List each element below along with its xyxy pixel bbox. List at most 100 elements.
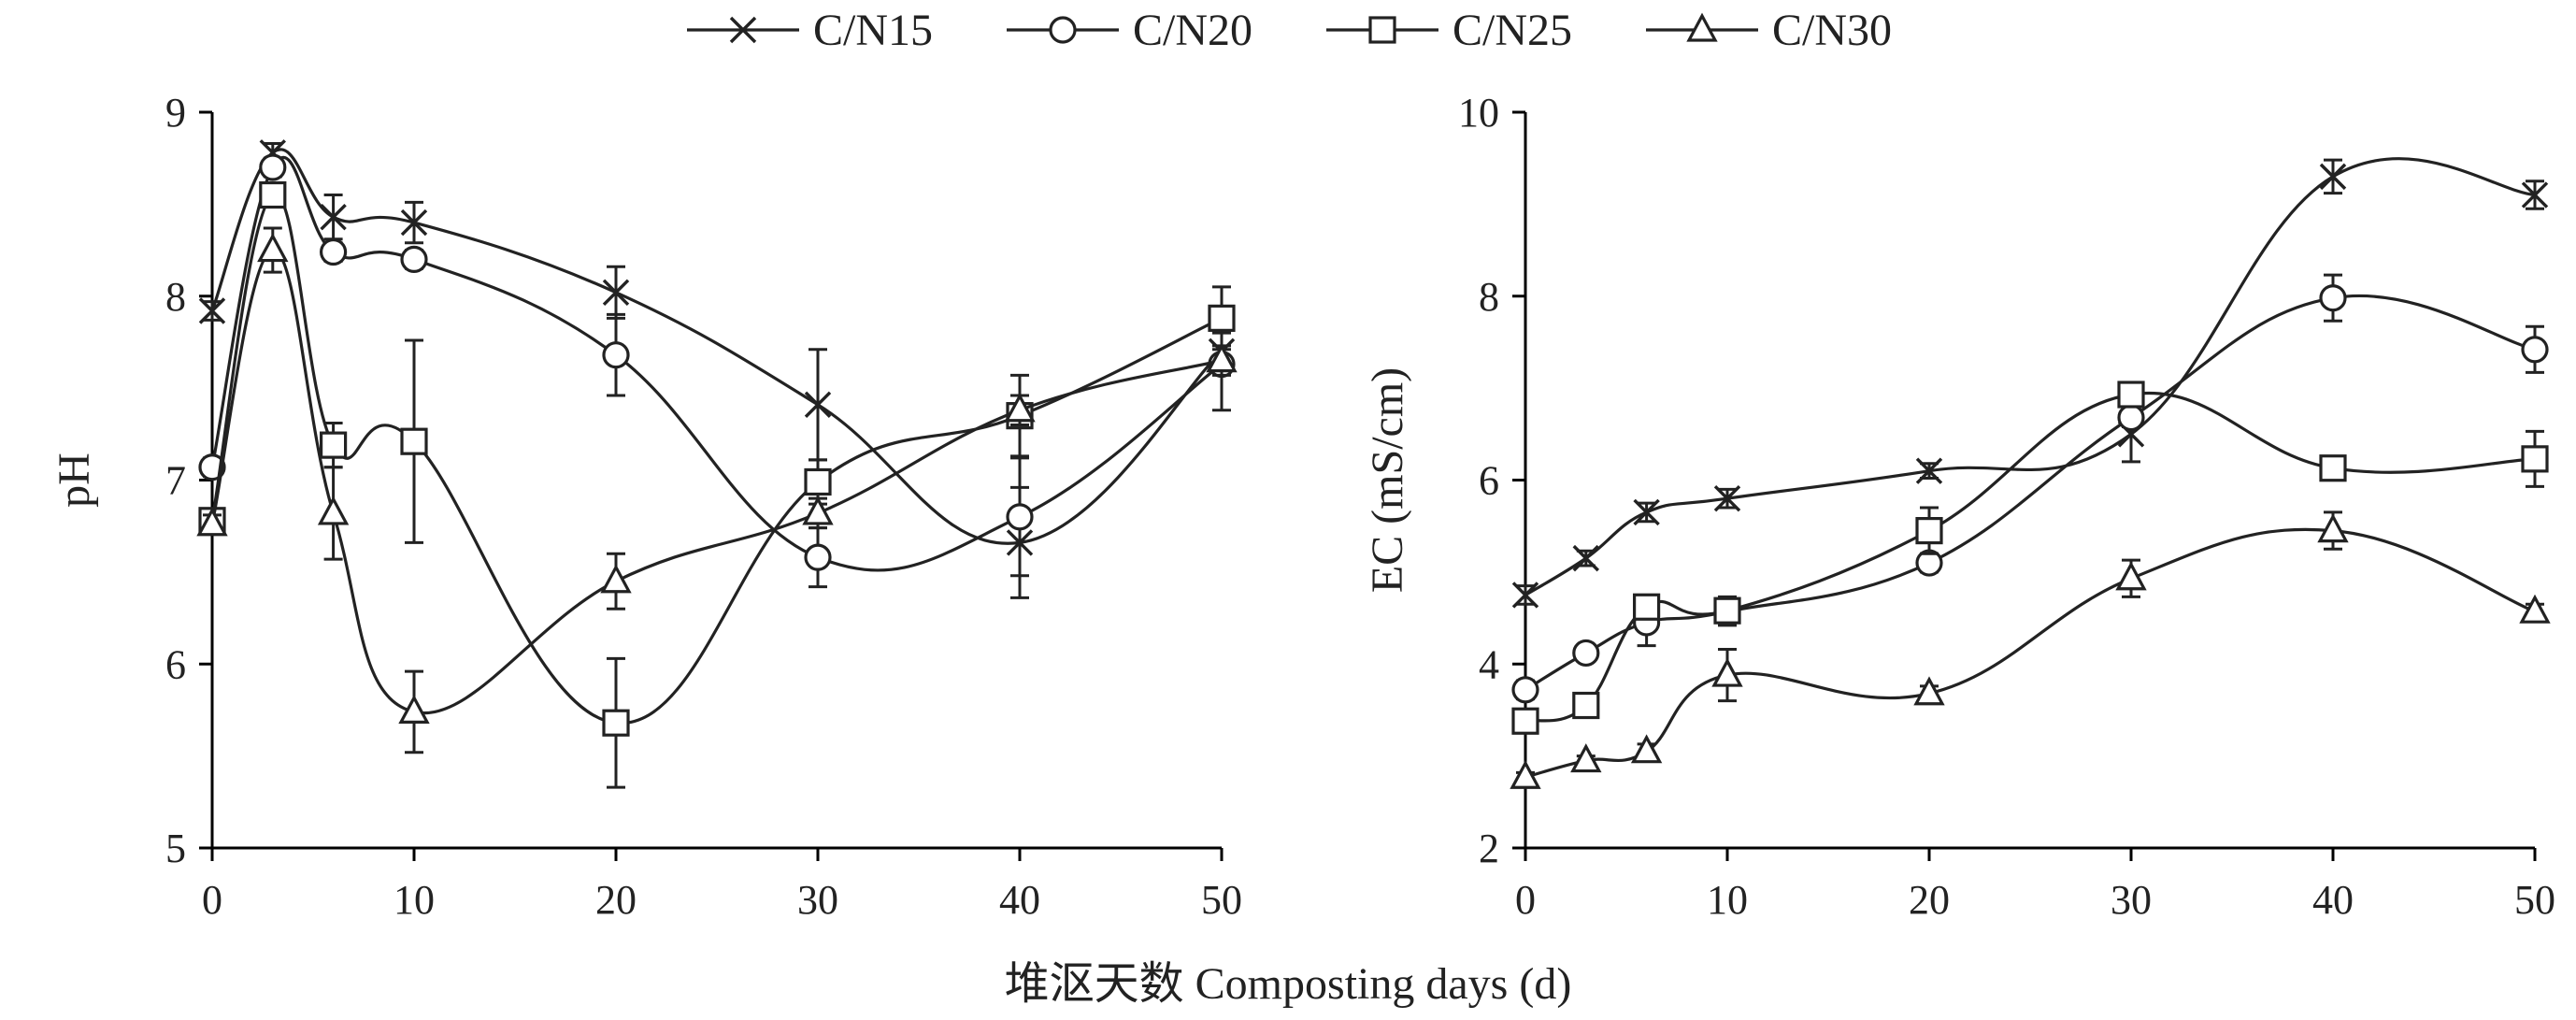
data-point-c-n25 — [320, 431, 348, 459]
legend-marker — [1368, 16, 1396, 44]
data-point-c-n15 — [1713, 484, 1741, 512]
data-point-c-n30 — [398, 695, 430, 725]
x-tick-label: 10 — [1707, 877, 1748, 923]
x-tick-label: 30 — [797, 877, 838, 923]
y-axis-title: pH — [50, 453, 99, 508]
x-tick-label: 30 — [2111, 877, 2152, 923]
series-line-c-n15 — [1524, 157, 2536, 596]
data-point-c-n30 — [802, 496, 834, 525]
y-tick-label: 9 — [165, 90, 186, 136]
series-c-n15 — [1511, 157, 2549, 609]
data-point-c-n20 — [1572, 639, 1600, 668]
data-point-c-n15 — [400, 208, 428, 237]
legend-item-c-n30: C/N30 — [1646, 6, 1892, 55]
x-tick-label: 50 — [2514, 877, 2555, 923]
legend-label: C/N20 — [1133, 6, 1252, 55]
data-point-c-n30 — [196, 507, 228, 537]
legend-item-c-n15: C/N15 — [687, 6, 933, 55]
x-tick-label: 40 — [2312, 877, 2354, 923]
data-point-c-n25 — [1511, 707, 1539, 735]
data-point-c-n30 — [1630, 734, 1663, 764]
series-line-c-n30 — [210, 248, 1223, 715]
series-line-c-n30 — [1524, 527, 2536, 779]
series-c-n15 — [198, 139, 1236, 599]
series-c-n25 — [1511, 381, 2549, 735]
data-point-c-n15 — [804, 391, 832, 419]
data-point-c-n30 — [1206, 343, 1238, 373]
data-point-c-n30 — [1004, 393, 1036, 423]
series-c-n30 — [196, 226, 1238, 754]
data-point-c-n15 — [1572, 544, 1600, 572]
legend-label: C/N25 — [1453, 6, 1572, 55]
series-c-n20 — [198, 153, 1236, 589]
data-point-c-n20 — [2521, 336, 2549, 364]
data-point-c-n15 — [1511, 582, 1539, 609]
series-line-c-n25 — [1524, 391, 2536, 723]
data-point-c-n15 — [320, 203, 347, 231]
data-point-c-n15 — [2521, 181, 2549, 208]
data-point-c-n20 — [2319, 284, 2347, 312]
data-point-c-n30 — [317, 496, 350, 525]
data-point-c-n25 — [2117, 381, 2145, 409]
y-tick-label: 2 — [1479, 826, 1499, 871]
data-point-c-n30 — [2317, 513, 2349, 543]
data-point-c-n30 — [600, 564, 632, 594]
legend-item-c-n25: C/N25 — [1326, 6, 1572, 55]
data-point-c-n25 — [1713, 596, 1741, 625]
data-point-c-n15 — [198, 297, 226, 324]
data-point-c-n30 — [2115, 561, 2147, 591]
legend-marker — [1049, 16, 1077, 44]
data-point-c-n15 — [1633, 498, 1660, 526]
shared-x-axis-title: 堆沤天数 Composting days (d) — [1005, 959, 1572, 1009]
y-tick-label: 6 — [1479, 458, 1499, 504]
data-point-c-n20 — [1006, 503, 1034, 531]
y-tick-label: 8 — [165, 274, 186, 320]
data-point-c-n25 — [400, 427, 428, 455]
y-tick-label: 10 — [1458, 90, 1499, 136]
series-c-n25 — [198, 180, 1236, 789]
data-point-c-n20 — [320, 237, 348, 266]
data-point-c-n25 — [1572, 691, 1600, 720]
legend: C/N15 C/N20 C/N25 C/N30 — [687, 6, 1892, 55]
y-tick-label: 6 — [165, 641, 186, 687]
y-tick-label: 5 — [165, 826, 186, 871]
y-tick-label: 4 — [1479, 641, 1499, 687]
y-axis-title: EC (mS/cm) — [1363, 367, 1412, 593]
data-point-c-n30 — [257, 233, 289, 263]
data-point-c-n25 — [259, 180, 287, 209]
x-tick-label: 0 — [202, 877, 222, 923]
ph-chart-panel: 5 6 7 8 9 0 10 20 30 40 50 pH — [50, 90, 1242, 923]
ec-chart-panel: 2 4 6 8 10 0 10 20 30 40 50 EC (mS/cm) — [1363, 90, 2555, 923]
y-tick-label: 8 — [1479, 274, 1499, 320]
data-point-c-n30 — [1913, 676, 1945, 706]
data-point-c-n30 — [2519, 594, 2551, 624]
x-tick-label: 20 — [595, 877, 637, 923]
legend-label: C/N15 — [813, 6, 933, 55]
data-point-c-n15 — [1915, 457, 1943, 484]
data-point-c-n25 — [2319, 454, 2347, 482]
data-point-c-n15 — [602, 279, 630, 307]
legend-label: C/N30 — [1772, 6, 1892, 55]
data-point-c-n25 — [1632, 593, 1661, 621]
data-point-c-n30 — [1510, 759, 1541, 789]
legend-marker — [1686, 12, 1718, 42]
data-point-c-n15 — [2319, 163, 2347, 191]
y-tick-label: 7 — [165, 458, 186, 504]
data-point-c-n25 — [1208, 304, 1236, 332]
x-tick-label: 40 — [999, 877, 1040, 923]
x-tick-label: 50 — [1201, 877, 1242, 923]
series-line-c-n15 — [210, 148, 1224, 545]
data-point-c-n30 — [1711, 657, 1743, 687]
x-tick-label: 0 — [1515, 877, 1536, 923]
series-c-n30 — [1510, 510, 2551, 789]
x-tick-label: 10 — [394, 877, 435, 923]
data-point-c-n25 — [1915, 517, 1943, 545]
data-point-c-n30 — [1570, 743, 1602, 773]
data-point-c-n25 — [602, 709, 630, 737]
data-point-c-n20 — [602, 341, 630, 369]
data-point-c-n20 — [804, 543, 832, 571]
data-point-c-n20 — [400, 245, 428, 273]
series-c-n20 — [1511, 273, 2549, 704]
data-point-c-n20 — [2117, 404, 2145, 432]
